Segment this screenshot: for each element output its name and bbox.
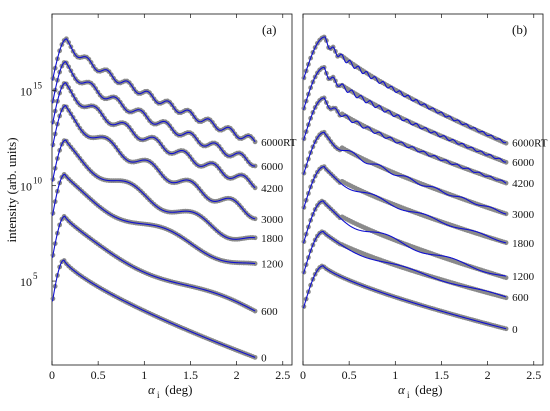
data-point	[503, 140, 509, 146]
series-fit-line	[302, 66, 507, 163]
y-tick-label: 10	[20, 84, 32, 98]
panel-b-x-ticks: 0 0.5 1 1.5 2 2.5	[300, 14, 541, 382]
series-fit-line	[51, 215, 256, 312]
y-tick-label: 10	[20, 275, 32, 289]
x-axis-title-a-subscript: i	[157, 390, 160, 400]
x-tick-label: 1.5	[434, 368, 449, 382]
series-label: 3000	[261, 214, 284, 226]
series-label: 1200	[261, 259, 284, 271]
series-fit-line	[51, 38, 256, 143]
x-tick-label: 1	[141, 368, 147, 382]
x-tick-label: 0	[300, 368, 306, 382]
series-fit-line	[51, 61, 256, 167]
data-point	[252, 261, 258, 266]
x-tick-label: 1.5	[183, 368, 198, 382]
series-label: 600	[261, 306, 278, 318]
series-label: 1800	[261, 233, 284, 245]
panel-b-label: (b)	[512, 22, 527, 37]
series-fit-line	[302, 230, 507, 298]
series-fit-line	[51, 139, 256, 240]
series-label: 4200	[261, 183, 284, 195]
x-tick-label: 2	[485, 368, 491, 382]
x-axis-title-a: α i (deg)	[148, 382, 192, 400]
x-tick-label: 0.5	[91, 368, 106, 382]
series-fit-line	[302, 265, 507, 330]
series-fit-line	[51, 104, 256, 220]
panel-a-frame	[51, 13, 293, 366]
series-fit-line	[302, 97, 507, 184]
x-tick-label: 2.5	[526, 368, 541, 382]
series-label: 3000	[512, 209, 535, 221]
series-fit-line	[51, 173, 256, 265]
panel-b-series-labels: 0 600 1200 1800 3000 4200 6000 6000RT	[512, 138, 548, 336]
series-fit-line	[302, 36, 507, 144]
x-axis-title-a-unit: (deg)	[165, 382, 192, 397]
series-label: 4200	[512, 178, 535, 190]
series-fit-line	[51, 82, 256, 189]
x-tick-label: 2	[234, 368, 240, 382]
y-tick-label: 10	[20, 180, 32, 194]
data-point	[252, 354, 258, 360]
series-label: 6000	[512, 157, 535, 169]
y-tick-exponent: 5	[33, 271, 38, 281]
panel-a-label: (a)	[262, 22, 276, 37]
panel-b-plot-area	[301, 34, 509, 332]
x-axis-title-b-subscript: i	[407, 390, 410, 400]
series-label: 0	[261, 352, 267, 364]
series-label: 6000RT	[261, 137, 297, 149]
x-axis-title-a-symbol: α	[148, 382, 156, 397]
panel-b: (b) 0 0.5 1 1.5 2 2.5 0 600 1200 1800 3000 4200 600…	[300, 13, 548, 382]
panel-a-series-labels: 0 600 1200 1800 3000 4200 6000 6000RT	[261, 137, 297, 365]
x-axis-title-b-unit: (deg)	[415, 382, 442, 397]
data-point	[252, 216, 258, 222]
panel-a-x-ticks: 0 0.5 1 1.5 2 2.5	[49, 14, 290, 382]
series-fit-line	[51, 259, 256, 358]
data-point	[252, 235, 258, 241]
x-axis-title-b: α i (deg)	[398, 382, 442, 400]
x-tick-label: 0	[49, 368, 55, 382]
data-point	[252, 163, 258, 169]
y-tick-exponent: 10	[33, 176, 43, 186]
y-axis-title: intensity (arb. units)	[4, 137, 19, 242]
series-fit-line	[302, 200, 507, 277]
panel-b-frame	[302, 13, 544, 366]
series-label: 1200	[512, 271, 535, 283]
panel-a-plot-area	[50, 36, 258, 360]
x-axis-title-b-symbol: α	[398, 382, 406, 397]
x-tick-label: 2.5	[275, 368, 290, 382]
series-fit-line	[302, 166, 507, 244]
data-point	[252, 308, 258, 314]
x-tick-label: 0.5	[342, 368, 357, 382]
series-label: 6000RT	[512, 138, 548, 150]
x-tick-label: 1	[392, 368, 398, 382]
series-label: 6000	[261, 161, 284, 173]
series-label: 600	[512, 292, 529, 304]
series-fit-line	[302, 131, 507, 215]
series-label: 1800	[512, 238, 535, 250]
y-tick-exponent: 15	[33, 80, 43, 90]
series-label: 0	[512, 324, 518, 336]
data-point	[503, 275, 509, 281]
